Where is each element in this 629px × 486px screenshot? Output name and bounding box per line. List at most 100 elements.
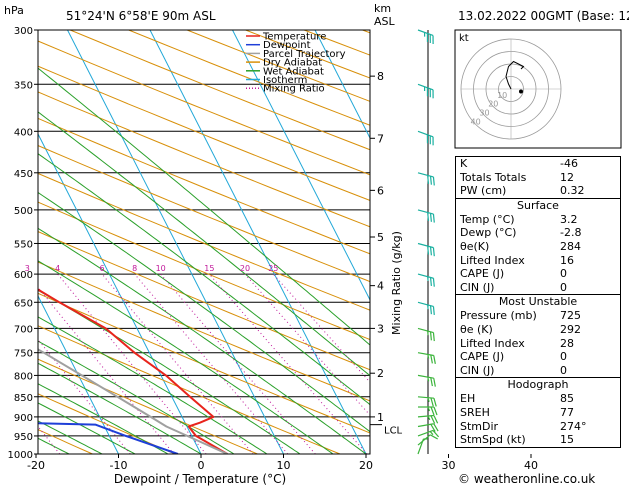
pressure-label-1000: 1000 [8, 450, 33, 461]
wind-barb-flag [430, 377, 433, 387]
dry-adiabat [38, 358, 258, 454]
unstable-index-label: Pressure (mb) [460, 309, 537, 323]
pressure-label-400: 400 [14, 127, 33, 138]
isotherm [38, 294, 119, 454]
wind-barb-flag [432, 35, 434, 45]
mixing-ratio-line [134, 273, 289, 454]
dry-adiabat [38, 172, 370, 311]
mixing-ratio-line [209, 273, 368, 454]
unstable-index-row: CIN (J) 0 [456, 364, 620, 378]
hodo-index-value: 77 [560, 405, 574, 419]
hodo-index-value: 85 [560, 392, 574, 406]
wind-barb [417, 209, 435, 223]
wet-adiabat [38, 340, 235, 454]
wind-barb-flag [430, 397, 434, 407]
wind-barb-flag [433, 423, 439, 432]
pressure-label-600: 600 [14, 270, 33, 281]
mixing-ratio-label: 6 [100, 264, 105, 273]
surface-index-value: 284 [560, 239, 581, 253]
wind-barb [417, 423, 439, 432]
surface-index-label: Temp (°C) [460, 212, 515, 226]
surface-index-label: Dewp (°C) [460, 226, 517, 240]
km-tick-label: 5 [377, 231, 384, 244]
wind-barb-half [427, 330, 429, 336]
surface-index-row: CIN (J) 0 [456, 281, 620, 295]
mixing-ratio-label: 20 [240, 264, 250, 273]
x-tick-label: -20 [27, 459, 45, 472]
wind-barb-flag [427, 246, 430, 255]
wet-adiabat [38, 402, 136, 454]
hodo-index-label: SREH [460, 405, 490, 419]
wind-barb [417, 434, 438, 446]
legend-label: Wet Adiabat [263, 66, 324, 77]
series-parcel-trajectory [38, 348, 228, 454]
most-unstable-title: Most Unstable [498, 295, 578, 309]
mixing-ratio-label: 4 [55, 264, 60, 273]
unstable-index-label: CAPE (J) [460, 350, 505, 364]
km-tick-label: 1 [377, 411, 384, 424]
pressure-label-850: 850 [14, 393, 33, 404]
hodograph-ring-label: 10 [497, 91, 507, 100]
wind-barb-half [423, 32, 426, 37]
copyright: © weatheronline.co.uk [458, 472, 596, 486]
x-axis-label: Dewpoint / Temperature (°C) [114, 472, 286, 486]
mixing-ratio-line [38, 286, 175, 454]
wind-barb-half [429, 431, 434, 436]
wind-barb-half [427, 397, 430, 402]
hodo-index-row: SREH 77 [456, 406, 620, 420]
wet-adiabat [38, 362, 202, 454]
km-tick-label: 4 [377, 280, 384, 293]
unstable-index-value: 0 [560, 350, 567, 364]
wind-barb-flag [429, 135, 431, 145]
general-index-label: PW (cm) [460, 184, 507, 198]
wind-barb-flag [433, 378, 436, 387]
hodograph-storm-motion [519, 89, 523, 94]
wind-barb-flag [433, 355, 436, 364]
hodograph-ring-label: 40 [471, 117, 481, 126]
wind-barb [417, 301, 435, 316]
surface-index-label: Lifted Index [460, 253, 525, 267]
unstable-index-label: θe (K) [460, 322, 493, 336]
wind-barb [417, 327, 435, 342]
wind-barb-flag [429, 331, 432, 341]
surface-index-value: 3.2 [560, 212, 578, 226]
mixing-ratio-label: 8 [132, 264, 137, 273]
km-tick-label: 2 [377, 367, 384, 380]
x-tick-label: 0 [198, 459, 205, 472]
general-index-row: Totals Totals 12 [456, 171, 620, 185]
surface-index-label: CIN (J) [460, 280, 495, 294]
hodograph-ring-label: 30 [479, 109, 489, 118]
pressure-label-900: 900 [14, 413, 33, 424]
dry-adiabat [38, 261, 370, 402]
wind-barb-flag [433, 406, 438, 416]
dry-adiabat [38, 117, 370, 255]
dry-adiabat [38, 231, 370, 371]
wind-barb-flag [429, 176, 432, 185]
wind-barb-half [427, 354, 430, 359]
hodo-index-value: 274° [560, 419, 587, 433]
wind-barb-flag [430, 354, 433, 364]
hodo-index-label: EH [460, 392, 476, 406]
surface-index-value: 0 [560, 280, 567, 294]
legend-label: Temperature [262, 32, 326, 43]
dry-adiabat [38, 40, 370, 176]
general-index-value: 0.32 [560, 184, 585, 198]
km-tick-label: 8 [377, 70, 384, 83]
series-temperature [38, 288, 228, 454]
mixing-ratio-line [38, 338, 131, 454]
mixing-ratio-label: 3 [25, 264, 30, 273]
surface-title: Surface [517, 198, 559, 212]
wind-barb-flag [429, 305, 432, 315]
surface-index-row: θe(K) 284 [456, 240, 620, 254]
unstable-index-value: 725 [560, 309, 581, 323]
km-tick-label: 3 [377, 322, 384, 335]
hodograph-unit: kt [459, 33, 469, 44]
indices-panel: K -46 Totals Totals 12 PW (cm) 0.32 Surface T… [455, 156, 621, 448]
location-title: 51°24'N 6°58'E 90m ASL [66, 9, 216, 23]
general-index-row: K -46 [456, 157, 620, 171]
pressure-label-950: 950 [14, 432, 33, 443]
wind-barb-flag [432, 247, 435, 257]
wind-barb-flag [427, 212, 430, 222]
